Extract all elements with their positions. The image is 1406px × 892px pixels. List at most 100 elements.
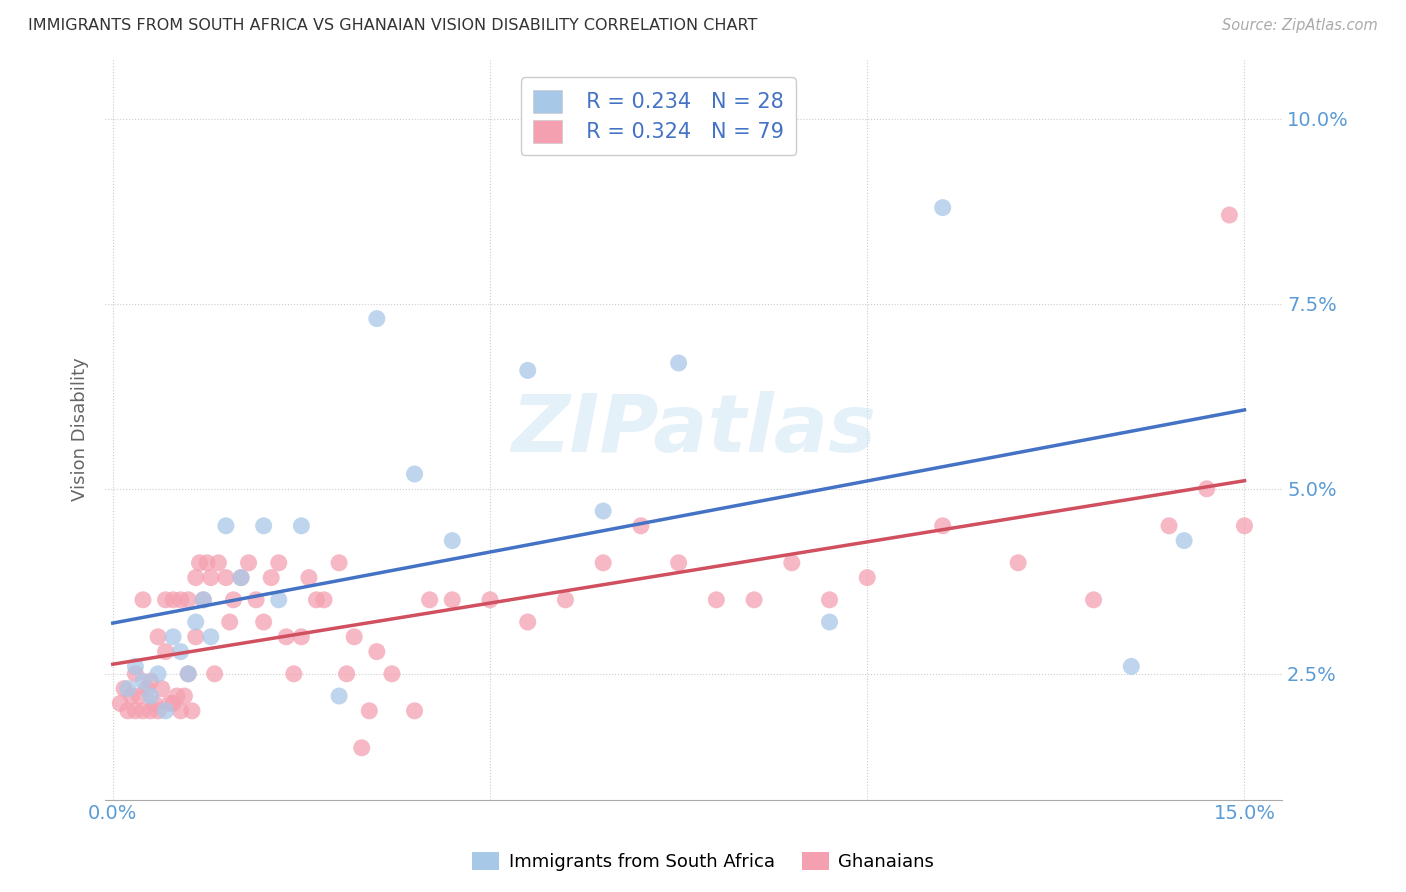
- Point: [742, 592, 765, 607]
- Point: [173, 689, 195, 703]
- Point: [305, 592, 328, 607]
- Point: [1083, 592, 1105, 607]
- Point: [229, 571, 252, 585]
- Point: [290, 630, 312, 644]
- Point: [195, 556, 218, 570]
- Point: [162, 697, 184, 711]
- Point: [155, 645, 177, 659]
- Point: [260, 571, 283, 585]
- Point: [139, 674, 162, 689]
- Point: [188, 556, 211, 570]
- Point: [155, 704, 177, 718]
- Point: [146, 666, 169, 681]
- Point: [169, 704, 191, 718]
- Point: [359, 704, 381, 718]
- Point: [218, 615, 240, 629]
- Text: Source: ZipAtlas.com: Source: ZipAtlas.com: [1222, 18, 1378, 33]
- Point: [117, 681, 139, 696]
- Point: [298, 571, 321, 585]
- Point: [132, 592, 155, 607]
- Point: [229, 571, 252, 585]
- Point: [404, 467, 426, 481]
- Point: [350, 740, 373, 755]
- Point: [366, 645, 388, 659]
- Text: ZIPatlas: ZIPatlas: [512, 391, 876, 468]
- Point: [328, 689, 350, 703]
- Point: [290, 518, 312, 533]
- Point: [630, 518, 652, 533]
- Point: [276, 630, 298, 644]
- Point: [312, 592, 335, 607]
- Point: [1121, 659, 1143, 673]
- Point: [404, 704, 426, 718]
- Point: [135, 681, 157, 696]
- Point: [283, 666, 305, 681]
- Point: [780, 556, 803, 570]
- Point: [238, 556, 260, 570]
- Point: [155, 592, 177, 607]
- Point: [441, 533, 464, 548]
- Point: [177, 592, 200, 607]
- Point: [336, 666, 359, 681]
- Point: [132, 704, 155, 718]
- Point: [184, 630, 207, 644]
- Point: [441, 592, 464, 607]
- Point: [328, 556, 350, 570]
- Point: [132, 674, 155, 689]
- Y-axis label: Vision Disability: Vision Disability: [72, 358, 89, 501]
- Point: [818, 615, 841, 629]
- Point: [193, 592, 215, 607]
- Point: [128, 689, 150, 703]
- Text: IMMIGRANTS FROM SOUTH AFRICA VS GHANAIAN VISION DISABILITY CORRELATION CHART: IMMIGRANTS FROM SOUTH AFRICA VS GHANAIAN…: [28, 18, 758, 33]
- Point: [668, 356, 690, 370]
- Legend: Immigrants from South Africa, Ghanaians: Immigrants from South Africa, Ghanaians: [465, 845, 941, 879]
- Point: [117, 704, 139, 718]
- Point: [1157, 518, 1180, 533]
- Point: [419, 592, 441, 607]
- Point: [554, 592, 576, 607]
- Point: [146, 630, 169, 644]
- Point: [516, 363, 538, 377]
- Point: [157, 697, 180, 711]
- Point: [245, 592, 267, 607]
- Point: [267, 556, 290, 570]
- Point: [592, 504, 614, 518]
- Point: [124, 666, 146, 681]
- Point: [177, 666, 200, 681]
- Point: [184, 615, 207, 629]
- Point: [121, 689, 143, 703]
- Point: [516, 615, 538, 629]
- Point: [366, 311, 388, 326]
- Point: [267, 592, 290, 607]
- Point: [169, 592, 191, 607]
- Point: [222, 592, 245, 607]
- Point: [856, 571, 879, 585]
- Point: [110, 697, 132, 711]
- Point: [253, 518, 276, 533]
- Point: [1173, 533, 1195, 548]
- Legend:   R = 0.234   N = 28,   R = 0.324   N = 79: R = 0.234 N = 28, R = 0.324 N = 79: [520, 78, 796, 155]
- Point: [162, 592, 184, 607]
- Point: [215, 518, 238, 533]
- Point: [343, 630, 366, 644]
- Point: [704, 592, 727, 607]
- Point: [1233, 518, 1256, 533]
- Point: [200, 630, 222, 644]
- Point: [112, 681, 135, 696]
- Point: [215, 571, 238, 585]
- Point: [1195, 482, 1218, 496]
- Point: [931, 201, 953, 215]
- Point: [381, 666, 404, 681]
- Point: [184, 571, 207, 585]
- Point: [204, 666, 226, 681]
- Point: [207, 556, 229, 570]
- Point: [124, 704, 146, 718]
- Point: [162, 630, 184, 644]
- Point: [139, 704, 162, 718]
- Point: [143, 697, 166, 711]
- Point: [193, 592, 215, 607]
- Point: [592, 556, 614, 570]
- Point: [931, 518, 953, 533]
- Point: [139, 689, 162, 703]
- Point: [124, 659, 146, 673]
